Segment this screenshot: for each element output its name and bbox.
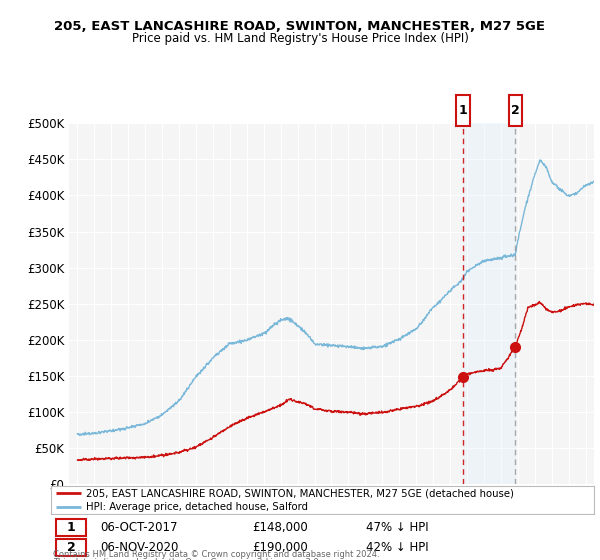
Bar — [463, 123, 515, 484]
Text: Price paid vs. HM Land Registry's House Price Index (HPI): Price paid vs. HM Land Registry's House … — [131, 32, 469, 45]
Text: 2: 2 — [511, 104, 520, 118]
Text: HPI: Average price, detached house, Salford: HPI: Average price, detached house, Salf… — [86, 502, 308, 512]
Text: 47% ↓ HPI: 47% ↓ HPI — [366, 521, 428, 534]
FancyBboxPatch shape — [56, 519, 86, 536]
Text: 06-NOV-2020: 06-NOV-2020 — [100, 541, 178, 554]
Text: 42% ↓ HPI: 42% ↓ HPI — [366, 541, 428, 554]
Text: This data is licensed under the Open Government Licence v3.0.: This data is licensed under the Open Gov… — [53, 558, 321, 560]
FancyBboxPatch shape — [56, 539, 86, 556]
Text: Contains HM Land Registry data © Crown copyright and database right 2024.: Contains HM Land Registry data © Crown c… — [53, 550, 379, 559]
Text: 205, EAST LANCASHIRE ROAD, SWINTON, MANCHESTER, M27 5GE: 205, EAST LANCASHIRE ROAD, SWINTON, MANC… — [55, 20, 545, 32]
Text: 06-OCT-2017: 06-OCT-2017 — [100, 521, 178, 534]
Text: 2: 2 — [67, 541, 76, 554]
Text: 1: 1 — [67, 521, 76, 534]
Text: £190,000: £190,000 — [252, 541, 308, 554]
Text: £148,000: £148,000 — [252, 521, 308, 534]
Text: 205, EAST LANCASHIRE ROAD, SWINTON, MANCHESTER, M27 5GE (detached house): 205, EAST LANCASHIRE ROAD, SWINTON, MANC… — [86, 488, 514, 498]
Text: 1: 1 — [459, 104, 467, 118]
